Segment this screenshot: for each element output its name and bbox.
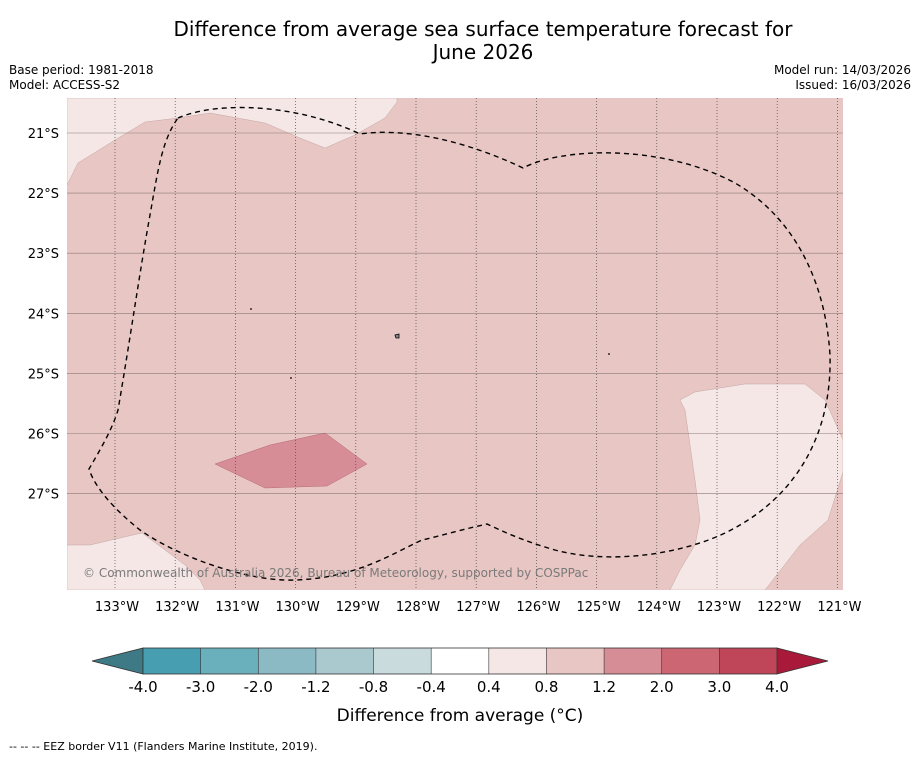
island-3 — [290, 377, 292, 379]
colorbar-tick-label: -0.8 — [359, 678, 388, 696]
base-period: Base period: 1981-2018 — [9, 63, 154, 77]
model-run: Model run: 14/03/2026 — [773, 63, 911, 77]
colorbar-tick-label: 2.0 — [650, 678, 674, 696]
colorbar-tick-label: 0.8 — [535, 678, 559, 696]
colorbar-tick-label: 1.2 — [592, 678, 616, 696]
colorbar-segment — [315, 648, 374, 674]
issued-date: Issued: 16/03/2026 — [795, 78, 911, 92]
lon-label: 126°W — [516, 600, 560, 615]
chart-title: Difference from average sea surface temp… — [0, 18, 919, 64]
anomaly-fill-0.4-0.8-northwest — [67, 98, 398, 186]
longitude-labels: 133°W 132°W 131°W 130°W 129°W 128°W 127°W 126°W… — [95, 600, 862, 615]
colorbar-tick-label: 4.0 — [765, 678, 789, 696]
islands — [250, 308, 610, 379]
island-4 — [608, 353, 610, 355]
latitude-labels: 21°S 22°S 23°S 24°S 25°S 26°S 27°S — [28, 127, 59, 503]
colorbar-ticks: -4.0 -3.0 -2.0 -1.2 -0.8 -0.4 0.4 0.8 1.2 2.0 3.0 4… — [128, 678, 789, 696]
lon-label: 130°W — [276, 600, 320, 615]
title-line-1: Difference from average sea surface temp… — [173, 17, 793, 41]
colorbar-segment — [431, 648, 490, 674]
copyright-notice: © Commonwealth of Australia 2026, Bureau… — [83, 566, 588, 580]
title-line-2: June 2026 — [432, 40, 534, 64]
meta-left: Base period: 1981-2018 Model: ACCESS-S2 — [9, 63, 154, 93]
colorbar-segment — [373, 648, 432, 674]
lon-label: 123°W — [697, 600, 741, 615]
lon-label: 122°W — [757, 600, 801, 615]
colorbar-segment — [488, 648, 547, 674]
colorbar-segment — [661, 648, 720, 674]
colorbar-tick-label: -4.0 — [128, 678, 157, 696]
colorbar: -4.0 -3.0 -2.0 -1.2 -0.8 -0.4 0.4 0.8 1.2 2.0 3.0 4… — [91, 647, 829, 726]
lat-label: 25°S — [28, 367, 59, 382]
lat-label: 21°S — [28, 127, 59, 142]
gridlines — [67, 98, 843, 590]
colorbar-segments — [142, 647, 778, 675]
colorbar-segment — [200, 648, 259, 674]
colorbar-tick-label: 3.0 — [707, 678, 731, 696]
island-2 — [250, 308, 252, 310]
lat-label: 26°S — [28, 428, 59, 443]
lon-label: 124°W — [637, 600, 681, 615]
lon-label: 121°W — [817, 600, 861, 615]
lon-label: 131°W — [215, 600, 259, 615]
meta-right: Model run: 14/03/2026 Issued: 16/03/2026 — [774, 63, 911, 93]
colorbar-outline — [142, 647, 778, 675]
colorbar-under-arrow — [91, 647, 144, 675]
colorbar-over-arrow — [776, 647, 829, 675]
island-1 — [394, 333, 400, 339]
colorbar-segment — [604, 648, 663, 674]
lon-label: 125°W — [577, 600, 621, 615]
lat-label: 23°S — [28, 247, 59, 262]
colorbar-segment — [546, 648, 605, 674]
map-panel: © Commonwealth of Australia 2026, Bureau… — [67, 98, 843, 590]
colorbar-tick-label: -0.4 — [417, 678, 446, 696]
lon-label: 132°W — [155, 600, 199, 615]
colorbar-tick-label: -1.2 — [301, 678, 330, 696]
lat-label: 24°S — [28, 307, 59, 322]
lon-label: 128°W — [396, 600, 440, 615]
lon-label: 127°W — [456, 600, 500, 615]
lon-label: 129°W — [336, 600, 380, 615]
anomaly-fill-1.2-2.0 — [214, 432, 368, 489]
lat-label: 22°S — [28, 187, 59, 202]
colorbar-tick-label: -3.0 — [186, 678, 215, 696]
colorbar-segment — [719, 648, 778, 674]
eez-border — [88, 106, 831, 581]
colorbar-segment — [143, 648, 201, 674]
lon-label: 133°W — [95, 600, 139, 615]
colorbar-tick-label: -2.0 — [244, 678, 273, 696]
lat-label: 27°S — [28, 488, 59, 503]
footnote: -- -- -- EEZ border V11 (Flanders Marine… — [9, 740, 318, 753]
colorbar-label: Difference from average (°C) — [337, 706, 584, 726]
colorbar-tick-label: 0.4 — [477, 678, 501, 696]
colorbar-segment — [258, 648, 317, 674]
model-name: Model: ACCESS-S2 — [9, 78, 121, 92]
